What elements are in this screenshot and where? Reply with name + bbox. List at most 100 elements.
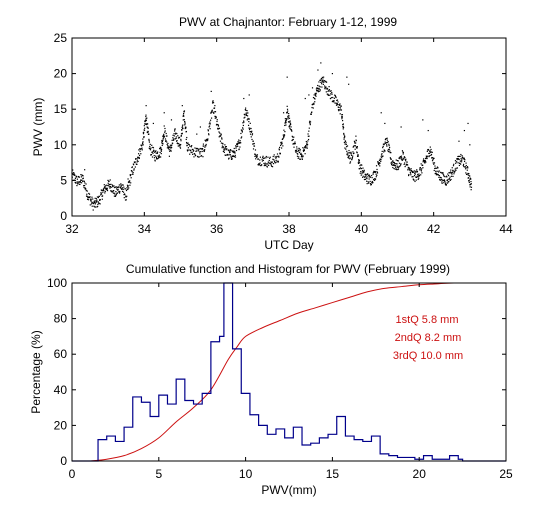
pwv-point-1318 (390, 163, 393, 166)
pwv-point-1056 (328, 89, 330, 91)
pwv-point-509 (188, 143, 190, 146)
pwv-point-972 (307, 133, 309, 135)
pwv-point-610 (216, 120, 218, 123)
pwv-point-240 (130, 177, 132, 179)
pwv-point-750 (250, 131, 253, 133)
pwv-point-39 (81, 182, 83, 184)
pwv-point-1324 (392, 160, 394, 162)
chart1-data-points (71, 62, 473, 211)
pwv-point-166 (112, 186, 114, 188)
pwv-point-445 (175, 136, 177, 138)
pwv-point-639 (223, 149, 225, 151)
pwv-point-1354 (399, 156, 402, 158)
pwv-point-94 (94, 197, 96, 199)
pwv-point-1562 (451, 172, 453, 174)
pwv-point-95 (94, 203, 97, 205)
pwv-point-1284 (382, 145, 384, 148)
pwv-point-428 (171, 139, 173, 141)
pwv-point-143 (106, 187, 108, 189)
pwv-point-1276 (380, 156, 382, 158)
pwv-point-625 (220, 135, 222, 137)
pwv-point-997 (313, 94, 315, 96)
pwv-point-1405 (412, 176, 414, 178)
pwv-point-335 (150, 147, 152, 149)
pwv-point-659 (228, 157, 230, 159)
pwv-point-1471 (428, 155, 430, 157)
pwv-point-313 (146, 123, 148, 125)
pwv-point-572 (207, 139, 209, 141)
pwv-point-462 (179, 147, 182, 149)
pwv-point-1476 (429, 151, 432, 153)
pwv-point-369 (158, 154, 160, 156)
pwv-point-807 (268, 164, 270, 166)
pwv-point-1600 (460, 157, 462, 160)
pwv-point-1019 (319, 90, 321, 92)
pwv-point-1224 (367, 174, 369, 176)
chart2-title: Cumulative function and Histogram for PW… (126, 262, 450, 276)
pwv-spike-point-22 (348, 83, 350, 85)
pwv-point-1095 (339, 113, 341, 115)
pwv-point-746 (249, 133, 252, 135)
pwv-point-737 (247, 118, 249, 120)
pwv-point-1628 (467, 172, 469, 175)
pwv-point-343 (152, 152, 154, 154)
pwv-point-1188 (358, 162, 361, 164)
pwv-point-226 (127, 186, 129, 188)
pwv-point-1478 (430, 148, 432, 151)
pwv-point-1143 (349, 157, 351, 159)
pwv-point-1529 (443, 174, 445, 176)
pwv-point-281 (140, 148, 142, 150)
pwv-point-157 (110, 190, 112, 192)
pwv-point-590 (211, 111, 213, 113)
pwv-point-1597 (459, 160, 461, 162)
pwv-point-1455 (424, 160, 426, 162)
pwv-spike-point-6 (181, 105, 183, 107)
pwv-point-1103 (341, 118, 343, 120)
pwv-point-976 (308, 135, 310, 137)
pwv-point-1014 (317, 91, 320, 93)
pwv-point-1048 (326, 87, 328, 89)
pwv-point-541 (198, 156, 200, 158)
pwv-point-1120 (344, 136, 346, 138)
pwv-point-580 (209, 125, 211, 127)
pwv-point-115 (99, 199, 101, 201)
pwv-point-1463 (426, 150, 428, 152)
pwv-point-466 (180, 135, 182, 137)
pwv-point-414 (168, 147, 170, 149)
pwv-point-1559 (450, 178, 452, 181)
pwv-point-1152 (351, 156, 354, 158)
pwv-point-1599 (460, 153, 462, 156)
pwv-point-712 (241, 130, 243, 132)
pwv-point-12 (74, 174, 76, 176)
pwv-point-324 (148, 133, 150, 135)
pwv-point-138 (105, 189, 107, 191)
pwv-point-409 (166, 147, 169, 149)
pwv-point-56 (85, 188, 87, 190)
pwv-point-1423 (416, 170, 419, 173)
pwv-point-1190 (359, 165, 361, 167)
pwv-point-1020 (319, 79, 321, 81)
pwv-point-77 (90, 199, 92, 202)
pwv-point-1185 (358, 160, 360, 162)
pwv-point-107 (97, 196, 99, 199)
pwv-point-771 (256, 156, 258, 158)
pwv-point-1371 (404, 162, 406, 164)
pwv-point-733 (246, 119, 248, 121)
pwv-spike-point-7 (196, 133, 198, 135)
pwv-point-90 (93, 200, 95, 202)
pwv-point-73 (89, 196, 91, 198)
pwv-point-273 (138, 157, 140, 160)
pwv-point-524 (193, 150, 195, 152)
pwv-point-1072 (333, 100, 335, 102)
pwv-point-1108 (342, 123, 344, 126)
pwv-spike-point-5 (170, 119, 173, 121)
pwv-point-1416 (415, 176, 417, 178)
pwv-point-1274 (380, 160, 382, 162)
pwv-point-1375 (405, 160, 407, 162)
pwv-point-960 (304, 153, 306, 155)
pwv-point-1366 (402, 152, 405, 154)
pwv-point-670 (231, 158, 233, 160)
pwv-point-546 (200, 155, 202, 157)
pwv-point-387 (162, 135, 164, 137)
pwv-spike-point-20 (331, 73, 333, 75)
